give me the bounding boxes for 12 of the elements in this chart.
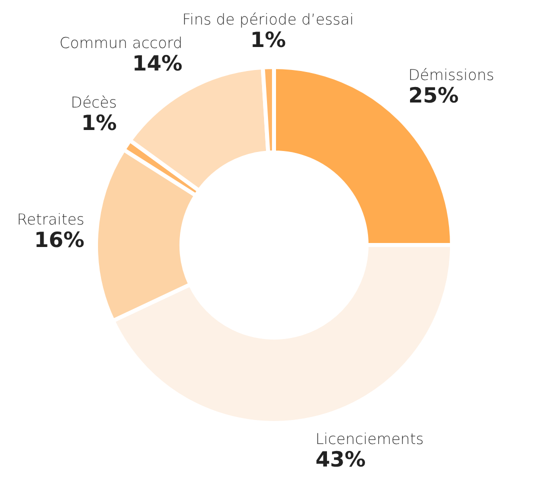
slice-label: Décès: [70, 94, 117, 112]
slice-label: Démissions: [408, 66, 494, 84]
slice-label: Commun accord: [60, 34, 182, 52]
slice-label: Licenciements: [315, 430, 424, 448]
data-label: 25%: [408, 84, 459, 108]
data-label: 1%: [81, 111, 117, 136]
data-label: 1%: [250, 28, 286, 52]
data-label: 16%: [34, 228, 84, 252]
data-label: 14%: [132, 51, 182, 76]
slice-label: Fins de période d’essai: [182, 10, 354, 28]
data-label: 43%: [315, 447, 366, 472]
slice-label: Retraites: [17, 210, 84, 228]
